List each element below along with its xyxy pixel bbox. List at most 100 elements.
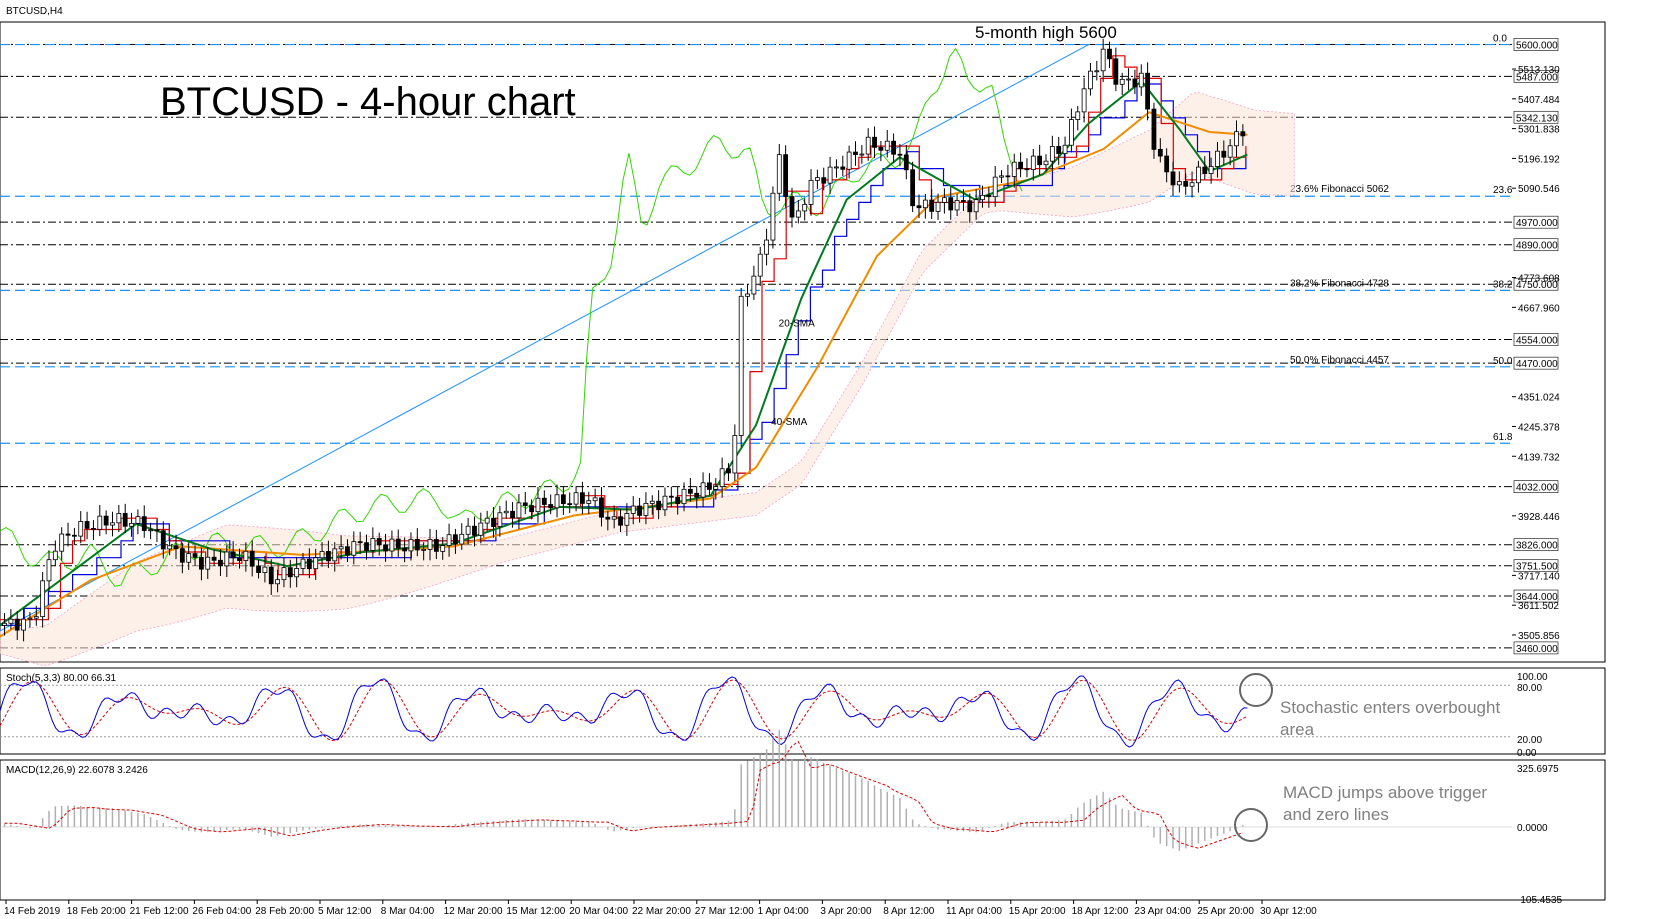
stoch-axis-20: 20.00 (1517, 735, 1542, 746)
candle-body (503, 510, 509, 514)
candle-body (922, 199, 928, 209)
price-tick-label: 5090.546 (1518, 184, 1560, 195)
candle-body (472, 525, 477, 536)
candle-body (262, 566, 268, 573)
candle-body (713, 486, 719, 490)
candle-body (224, 551, 230, 567)
level-price-label: 3644.000 (1516, 592, 1558, 603)
candle-body (2, 622, 7, 626)
fib-level-tag: 0.0 (1493, 34, 1507, 45)
candle-body (287, 567, 293, 578)
candle-body (916, 205, 922, 209)
level-price-label: 5600.000 (1516, 41, 1558, 52)
candle-body (1170, 171, 1176, 186)
candle-body (687, 488, 693, 494)
candle-body (1234, 131, 1239, 147)
candle-body (510, 510, 515, 519)
candle-body (980, 194, 985, 201)
stoch-axis-80: 80.00 (1517, 683, 1542, 694)
fib-level-tag: 23.6 (1493, 185, 1513, 196)
candle-body (1240, 131, 1246, 137)
candle-body (935, 201, 941, 212)
candle-body (605, 516, 611, 520)
trendline-line (0, 44, 1089, 632)
candle-body (402, 547, 408, 552)
candle-body (853, 151, 858, 155)
candle-body (8, 618, 14, 624)
candle-body (1049, 146, 1055, 162)
candle-body (160, 530, 166, 550)
candle-body (205, 556, 211, 570)
level-price-box (1513, 356, 1559, 370)
sma20-line (0, 79, 1248, 627)
level-price-box (1513, 589, 1559, 603)
level-price-label: 4554.000 (1516, 335, 1558, 346)
time-axis: 14 Feb 2019 18 Feb 20:00 21 Feb 12:00 26 Fe… (4, 900, 1317, 917)
candle-body (770, 192, 776, 241)
time-tick-label: 18 Feb 20:00 (67, 906, 126, 917)
candle-body (1215, 150, 1220, 167)
candle-body (218, 559, 223, 567)
candle-body (732, 435, 738, 474)
candle-body (319, 551, 325, 559)
candle-body (573, 492, 579, 505)
candle-body (326, 551, 331, 562)
candle-body (1062, 144, 1068, 154)
candle-body (1030, 155, 1036, 170)
level-price-box (1513, 215, 1559, 229)
candle-body (973, 199, 979, 213)
level-price-box (1513, 538, 1559, 552)
time-tick-label: 12 Mar 20:00 (444, 906, 503, 917)
candle-body (167, 545, 173, 550)
time-tick-label: 23 Apr 04:00 (1134, 906, 1191, 917)
time-tick-label: 3 Apr 20:00 (820, 906, 872, 917)
stoch-signal-line (0, 679, 1248, 742)
time-tick-label: 18 Apr 12:00 (1072, 906, 1129, 917)
candle-body (567, 503, 573, 506)
candle-body (586, 500, 592, 504)
candle-body (1005, 175, 1011, 178)
level-price-label: 3826.000 (1516, 541, 1558, 552)
candle-body (548, 504, 554, 509)
price-tick-label: 4351.024 (1518, 393, 1560, 404)
candle-body (1208, 166, 1214, 175)
candle-body (243, 550, 249, 561)
level-price-label: 4032.000 (1516, 483, 1558, 494)
candle-body (1094, 70, 1100, 73)
price-tick-label: 4245.378 (1518, 422, 1560, 433)
level-price-box (1513, 110, 1559, 124)
candle-body (1100, 48, 1106, 72)
candle-body (745, 293, 750, 297)
candle-body (84, 521, 90, 529)
candle-body (52, 550, 58, 561)
candle-body (65, 533, 71, 536)
candle-body (129, 522, 134, 527)
candle-body (808, 179, 814, 205)
ichimoku-cloud (0, 91, 1295, 666)
fib-level-tag: 50.0 (1493, 356, 1513, 367)
candle-body (1081, 88, 1087, 113)
stochastic-panel (0, 673, 1512, 748)
candle-body (1113, 58, 1119, 85)
candle-body (789, 196, 795, 218)
candle-body (116, 513, 122, 524)
fib-label: 23.6% Fibonacci 5062 (1290, 184, 1389, 195)
candle-body (1189, 182, 1195, 187)
candle-body (1069, 119, 1074, 146)
candle-body (268, 566, 274, 585)
time-tick-label: 15 Mar 12:00 (506, 906, 565, 917)
candle-body (834, 166, 839, 169)
candle-body (1018, 161, 1023, 170)
candle-body (459, 533, 465, 545)
candle-body (999, 175, 1004, 178)
candle-body (821, 177, 827, 184)
candle-body (700, 482, 706, 498)
stoch-axis-100: 100.00 (1517, 672, 1548, 683)
candle-body (1183, 181, 1189, 187)
candle-body (802, 204, 808, 212)
fib-label: 38.2% Fibonacci 4728 (1290, 278, 1389, 289)
candle-body (1145, 72, 1151, 110)
candle-body (751, 275, 757, 295)
candle-body (364, 542, 369, 551)
time-tick-label: 25 Apr 20:00 (1197, 906, 1254, 917)
